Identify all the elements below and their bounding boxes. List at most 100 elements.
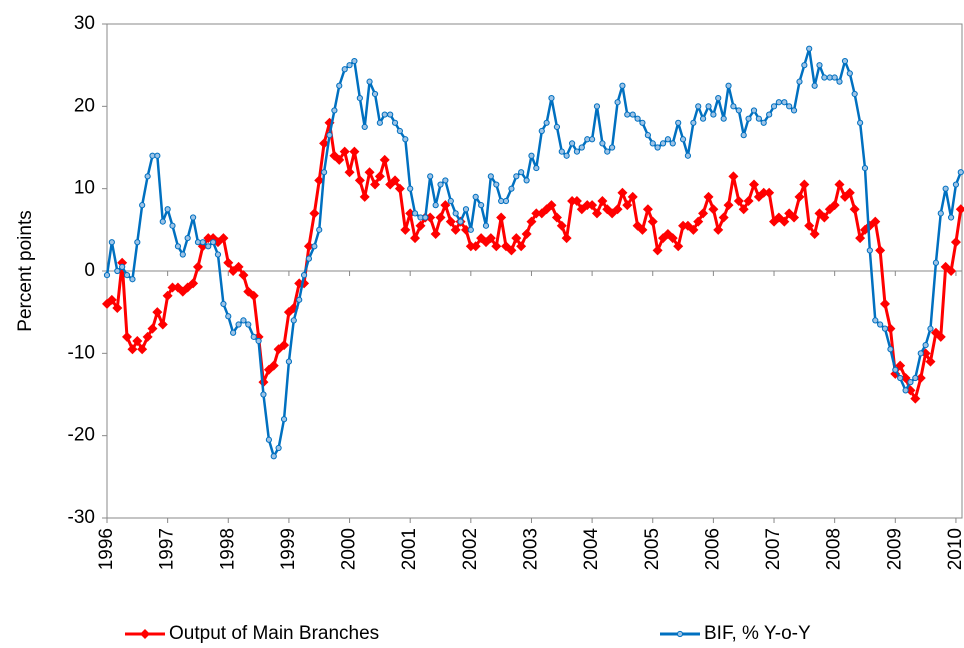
data-point (619, 82, 626, 89)
data-point (750, 107, 758, 114)
data-point (240, 317, 247, 324)
data-point (356, 95, 363, 102)
data-point (955, 204, 964, 215)
data-point (270, 453, 277, 460)
data-point (402, 136, 409, 143)
data-point (558, 148, 565, 155)
data-point (708, 204, 719, 215)
data-point (502, 197, 510, 205)
data-point (316, 226, 323, 233)
data-point (556, 220, 567, 231)
data-point (675, 119, 682, 126)
data-point (371, 90, 379, 98)
x-tick-label: 2004 (581, 528, 602, 571)
data-point (927, 325, 934, 332)
data-point (233, 261, 244, 272)
data-point (248, 290, 259, 301)
x-tick-label: 2002 (460, 528, 481, 570)
data-point (470, 241, 481, 252)
legend-marker (140, 629, 150, 639)
data-point (699, 115, 707, 122)
data-point (344, 167, 355, 178)
data-point (718, 212, 729, 223)
x-tick-label: 1999 (278, 528, 299, 570)
data-point (589, 136, 596, 143)
data-point (947, 214, 955, 221)
data-point (518, 169, 525, 176)
data-point (407, 185, 414, 192)
data-point (695, 103, 702, 110)
data-point (214, 251, 222, 258)
data-point (841, 57, 849, 65)
data-point (440, 200, 451, 211)
data-point (300, 272, 308, 279)
data-point (411, 210, 419, 217)
data-point (482, 222, 490, 229)
data-point (123, 272, 131, 279)
data-point (167, 282, 178, 293)
x-tick-label: 2006 (702, 528, 723, 570)
data-point (210, 239, 217, 246)
data-point (543, 119, 550, 126)
data-point (622, 200, 633, 211)
data-point (834, 179, 845, 190)
data-point (230, 329, 237, 336)
data-point (379, 154, 390, 165)
data-point (789, 212, 800, 223)
data-point (766, 111, 773, 118)
data-point (391, 119, 399, 126)
data-point (415, 220, 426, 231)
data-point (684, 152, 692, 159)
data-point (493, 181, 500, 188)
data-point (627, 191, 638, 202)
data-point (775, 99, 782, 106)
data-point (280, 416, 288, 423)
data-point (794, 191, 805, 202)
data-point (779, 216, 790, 227)
data-point (390, 175, 401, 186)
data-point (922, 342, 929, 349)
data-point (563, 152, 570, 159)
data-point (526, 216, 537, 227)
y-tick-label: 30 (74, 13, 95, 34)
data-point (548, 95, 555, 102)
data-point (877, 321, 884, 328)
data-point (223, 257, 234, 268)
x-tick-label: 2007 (763, 528, 784, 570)
x-tick-label: 2003 (520, 528, 541, 570)
data-point (925, 356, 936, 367)
legend-label: Output of Main Branches (169, 623, 379, 644)
data-point (432, 202, 439, 209)
data-point (819, 212, 830, 223)
data-point (738, 204, 749, 215)
data-point (755, 115, 762, 122)
data-point (855, 233, 866, 244)
data-point (320, 169, 328, 176)
data-point (649, 140, 656, 147)
data-point (614, 99, 621, 106)
data-point (334, 154, 345, 165)
data-point (119, 263, 126, 270)
data-point (715, 95, 722, 102)
data-point (764, 187, 775, 198)
data-point (144, 173, 151, 180)
data-point (137, 344, 148, 355)
data-point (134, 239, 141, 246)
data-point (910, 393, 921, 404)
data-point (647, 216, 658, 227)
data-point (568, 140, 576, 147)
x-tick-label: 2001 (399, 528, 420, 570)
data-point (405, 208, 416, 219)
data-point (710, 111, 717, 118)
data-point (238, 270, 249, 281)
data-point (912, 374, 919, 382)
data-point (205, 243, 212, 250)
data-point (192, 261, 203, 272)
data-point (950, 237, 961, 248)
data-point (319, 138, 330, 149)
data-point (374, 171, 385, 182)
data-point (758, 187, 769, 198)
data-point (551, 212, 562, 223)
data-point (740, 132, 747, 139)
data-point (147, 323, 158, 334)
